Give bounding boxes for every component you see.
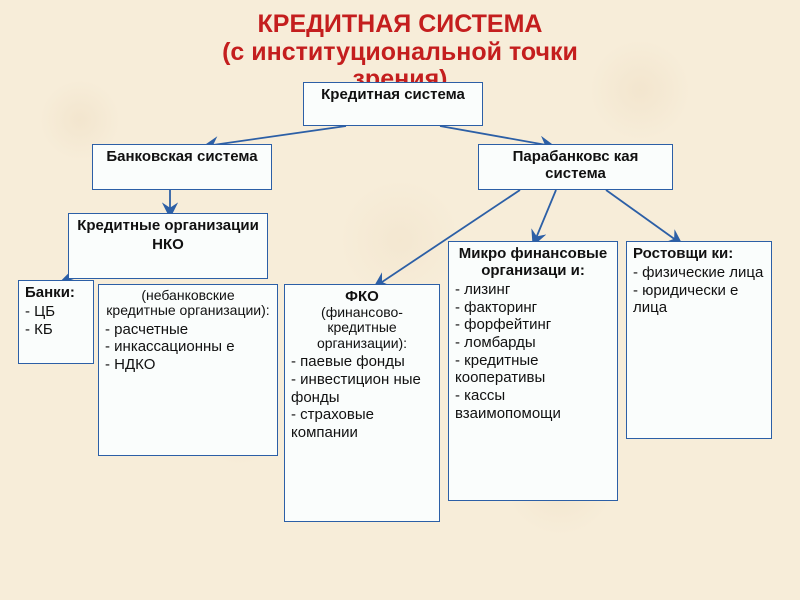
node-fko-hdr: ФКО <box>291 288 433 305</box>
node-credit-orgs: Кредитные организации НКО <box>68 213 268 279</box>
node-nko: (небанковские кредитные организации): - … <box>98 284 278 456</box>
title-line-1: КРЕДИТНАЯ СИСТЕМА <box>0 11 800 39</box>
node-fko-sub: (финансово-кредитные организации): <box>291 305 433 351</box>
node-banks: Банки: - ЦБ- КБ <box>18 280 94 364</box>
node-banks-body: - ЦБ- КБ <box>25 303 87 338</box>
node-root: Кредитная система <box>303 82 483 126</box>
node-micro: Микро финансовые организаци и: - лизинг-… <box>448 241 618 501</box>
node-fko-body: - паевые фонды- инвестицион ные фонды- с… <box>291 353 433 441</box>
node-micro-body: - лизинг- факторинг- форфейтинг- ломбард… <box>455 281 611 423</box>
node-credit-sub: НКО <box>75 236 261 253</box>
node-banking-label: Банковская система <box>99 148 265 165</box>
node-parabanking-label: Парабанковс кая система <box>485 148 666 182</box>
node-banking-system: Банковская система <box>92 144 272 190</box>
node-parabanking-system: Парабанковс кая система <box>478 144 673 190</box>
node-nko-body: - расчетные- инкассационны е- НДКО <box>105 321 271 374</box>
node-credit-label: Кредитные организации <box>75 217 261 234</box>
node-root-label: Кредитная система <box>310 86 476 103</box>
node-rost-hdr: Ростовщи ки: <box>633 245 765 262</box>
node-banks-hdr: Банки: <box>25 284 87 301</box>
node-micro-hdr: Микро финансовые организаци и: <box>455 245 611 279</box>
node-rostovshchiki: Ростовщи ки: - физические лица- юридичес… <box>626 241 772 439</box>
node-rost-body: - физические лица- юридически е лица <box>633 264 765 317</box>
node-nko-sub: (небанковские кредитные организации): <box>105 288 271 319</box>
title-line-2: (с институциональной точки <box>0 39 800 67</box>
node-fko: ФКО (финансово-кредитные организации): -… <box>284 284 440 522</box>
